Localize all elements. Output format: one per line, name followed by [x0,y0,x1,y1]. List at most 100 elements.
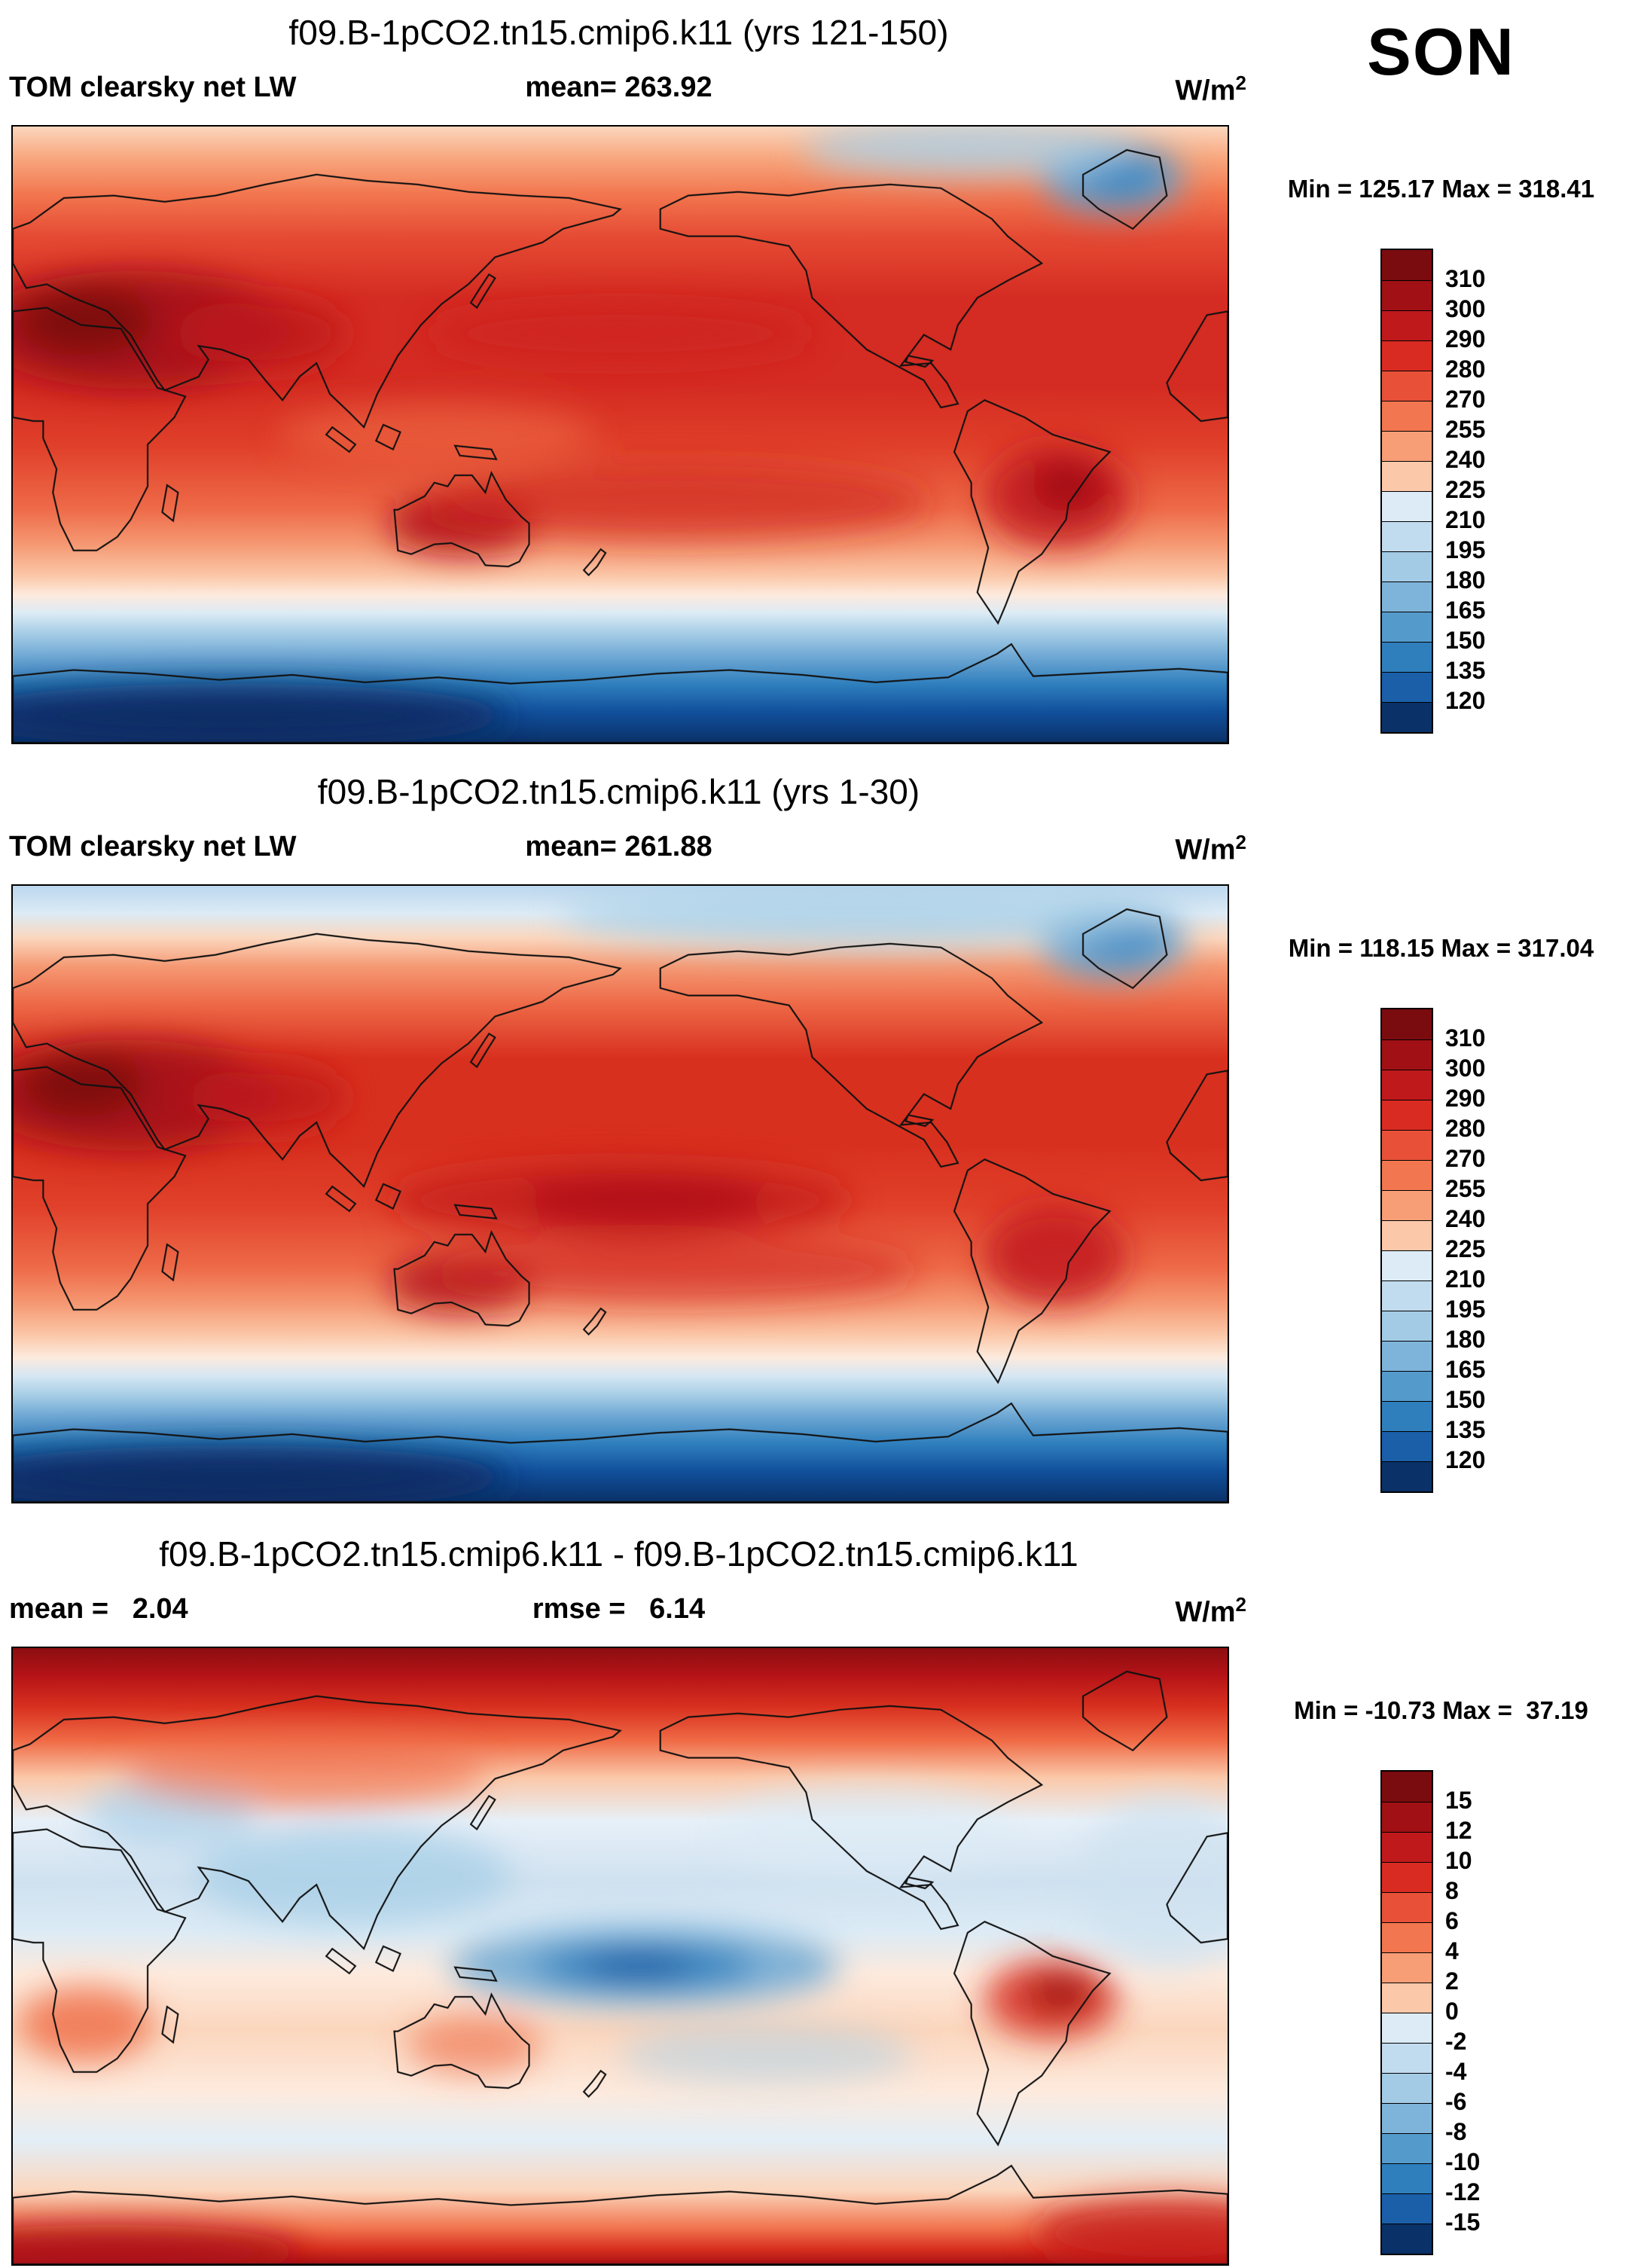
colorbar: 310 300 290 280 270 255 240 225 210 195 180 165 150 1… [1380,249,1576,737]
colorbar-tick-label: 255 [1445,416,1486,443]
colorbar-tick-label: 310 [1445,1024,1486,1052]
colorbar-segment [1382,1892,1432,1922]
panel-case-2: f09.B-1pCO2.tn15.cmip6.k11 (yrs 1-30) TO… [0,759,1632,1522]
units-base: W/m [1175,834,1236,866]
colorbar-tick-label: -6 [1445,2088,1467,2115]
colorbar-box [1380,1008,1433,1493]
colorbar-tick-label: 210 [1445,1265,1486,1293]
colorbar-tick-label: 4 [1445,1937,1459,1964]
colorbar-segment [1382,401,1432,431]
colorbar-segment [1382,1862,1432,1892]
colorbar-tick-label: 10 [1445,1847,1472,1874]
colorbar-segment [1382,1009,1432,1039]
colorbar-tick-label: 15 [1445,1787,1472,1814]
minmax-label: Min = 125.17 Max = 318.41 [1287,175,1595,203]
units-label: W/m2 [1175,72,1246,108]
colorbar-segment [1382,1250,1432,1281]
colorbar-tick-label: 270 [1445,1145,1486,1172]
colorbar-tick-label: 195 [1445,536,1486,563]
colorbar-segment [1382,2073,1432,2103]
colorbar-segment [1382,461,1432,491]
colorbar-segment [1382,2133,1432,2163]
colorbar-tick-label: 165 [1445,1356,1486,1383]
colorbar-segment [1382,310,1432,340]
contour-map-difference [11,1647,1229,2266]
colorbar-tick-label: 150 [1445,1386,1486,1413]
colorbar-tick-label: 135 [1445,657,1486,684]
colorbar-segment [1382,2193,1432,2224]
panel-difference: f09.B-1pCO2.tn15.cmip6.k11 - f09.B-1pCO2… [0,1522,1632,2268]
colorbar-box [1380,249,1433,734]
colorbar-segment [1382,1461,1432,1491]
colorbar-tick-label: 240 [1445,1205,1486,1232]
colorbar-tick-label: -8 [1445,2118,1467,2145]
panel-title: f09.B-1pCO2.tn15.cmip6.k11 (yrs 121-150) [288,13,949,52]
colorbar-segment [1382,491,1432,521]
colorbar-tick-label: 225 [1445,1235,1486,1262]
units-label: W/m2 [1175,1593,1246,1629]
colorbar-tick-label: 2 [1445,1967,1459,1995]
colorbar-segment [1382,1160,1432,1190]
colorbar-segment [1382,702,1432,732]
colorbar-segment [1382,1952,1432,1983]
colorbar-tick-label: 8 [1445,1877,1459,1904]
colorbar-tick-label: 150 [1445,627,1486,654]
colorbar-segment [1382,672,1432,702]
colorbar-segment [1382,1802,1432,1832]
colorbar-labels: 310 300 290 280 270 255 240 225 210 195 180 165 150 1… [1445,249,1573,734]
colorbar-segment [1382,250,1432,280]
colorbar-tick-label: 300 [1445,295,1486,322]
minmax-label: Min = 118.15 Max = 317.04 [1288,934,1594,962]
colorbar-tick-label: 310 [1445,265,1486,292]
colorbar-segment [1382,1220,1432,1250]
colorbar-segment [1382,340,1432,371]
colorbar-segment [1382,612,1432,642]
colorbar-tick-label: 195 [1445,1296,1486,1323]
minmax-label: Min = -10.73 Max = 37.19 [1294,1696,1588,1724]
panel-title: f09.B-1pCO2.tn15.cmip6.k11 - f09.B-1pCO2… [159,1534,1078,1574]
colorbar-tick-label: 6 [1445,1907,1459,1934]
panel-case-1: f09.B-1pCO2.tn15.cmip6.k11 (yrs 121-150)… [0,0,1632,759]
colorbar-box [1380,1770,1433,2255]
colorbar-segment [1382,1130,1432,1160]
colorbar-tick-label: 210 [1445,506,1486,533]
colorbar-segment [1382,1371,1432,1401]
colorbar-segment [1382,1039,1432,1070]
colorbar-tick-label: 180 [1445,566,1486,594]
colorbar-tick-label: 135 [1445,1416,1486,1443]
colorbar-segment [1382,1070,1432,1100]
colorbar-segment [1382,2224,1432,2254]
colorbar-tick-label: 165 [1445,597,1486,624]
colorbar-tick-label: -2 [1445,2028,1467,2055]
season-label: SON [1367,14,1515,89]
colorbar-tick-label: 280 [1445,1115,1486,1142]
colorbar-tick-label: 0 [1445,1998,1459,2025]
colorbar-segment [1382,1922,1432,1952]
colorbar-tick-label: -10 [1445,2148,1481,2175]
subtitle-row: mean = 2.04 rmse = 6.14 W/m2 [0,1593,1632,1629]
colorbar-segment [1382,371,1432,401]
colorbar-tick-label: 290 [1445,325,1486,353]
colorbar-segment [1382,1190,1432,1220]
rmse-label: rmse = 6.14 [532,1593,706,1625]
subtitle-row: TOM clearsky net LW mean= 263.92 W/m2 [0,72,1632,108]
units-exponent: 2 [1235,831,1246,853]
colorbar-segment [1382,2163,1432,2193]
colorbar-segment [1382,1341,1432,1371]
units-exponent: 2 [1235,72,1246,94]
colorbar-segment [1382,1832,1432,1862]
colorbar-tick-label: 120 [1445,687,1486,714]
colorbar-segment [1382,2013,1432,2043]
colorbar-segment [1382,1431,1432,1461]
contour-map-case1 [11,125,1229,744]
colorbar-segment [1382,1983,1432,2013]
subtitle-row: TOM clearsky net LW mean= 261.88 W/m2 [0,831,1632,867]
colorbar-tick-label: -15 [1445,2208,1481,2236]
colorbar-tick-label: 290 [1445,1085,1486,1112]
colorbar-segment [1382,2103,1432,2133]
colorbar: 310 300 290 280 270 255 240 225 210 195 180 165 150 1… [1380,1008,1576,1496]
colorbar-labels: 310 300 290 280 270 255 240 225 210 195 180 165 150 1… [1445,1008,1573,1493]
colorbar-labels: 15 12 10 8 6 4 2 0 -2 -4 -6 -8 -10 -12 -15 [1445,1770,1573,2255]
colorbar-segment [1382,1281,1432,1311]
